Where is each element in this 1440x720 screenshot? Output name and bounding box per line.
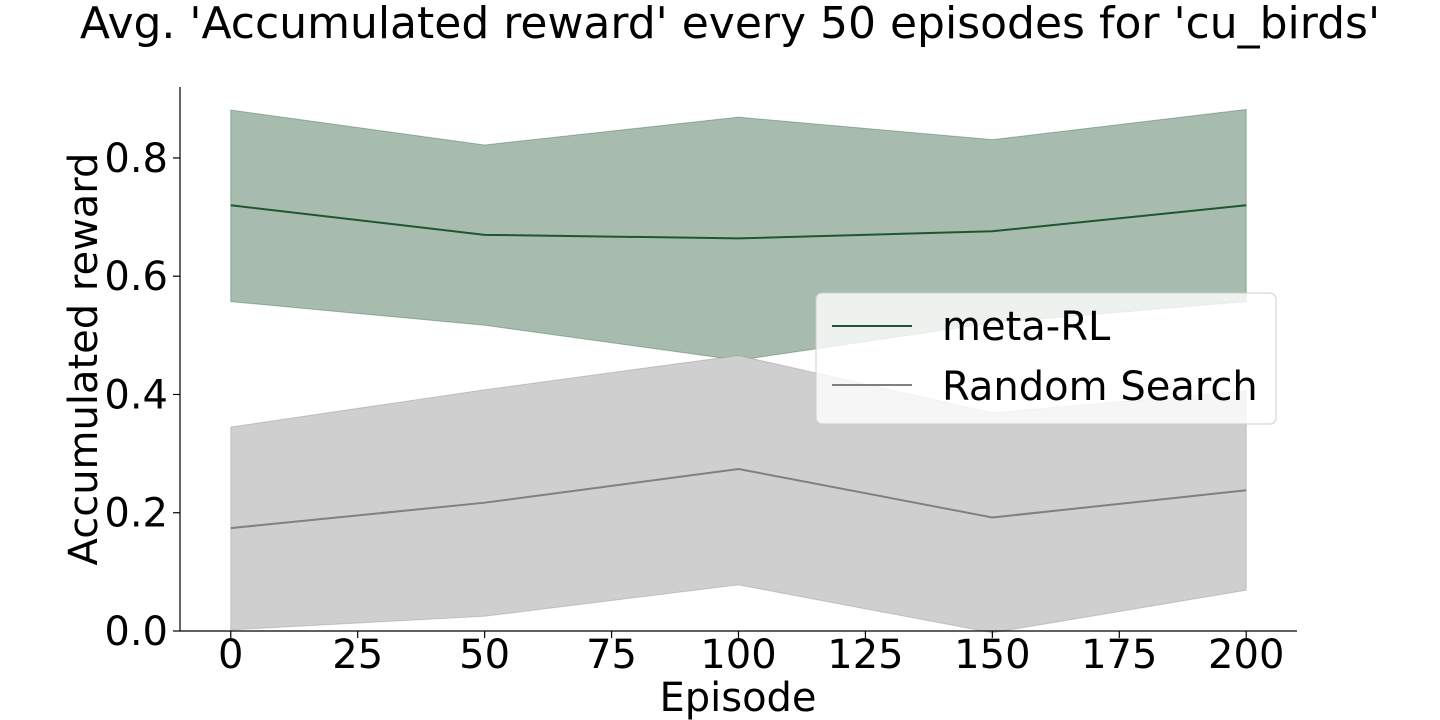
y-tick-label: 0.0	[104, 609, 168, 655]
legend-label-meta-rl: meta-RL	[942, 304, 1111, 350]
band-random-search	[230, 354, 1247, 634]
x-tick-label: 0	[218, 632, 243, 678]
x-ticks: 0 25 50 75 100 125 150 175 200	[218, 631, 1284, 678]
x-tick-label: 200	[1208, 632, 1284, 678]
y-tick-label: 0.6	[104, 254, 168, 300]
x-axis-label: Episode	[659, 675, 816, 720]
x-tick-label: 50	[459, 632, 510, 678]
x-tick-label: 150	[954, 632, 1030, 678]
x-tick-label: 25	[332, 632, 383, 678]
x-tick-label: 75	[586, 632, 637, 678]
legend-label-random-search: Random Search	[942, 364, 1258, 410]
chart-title: Avg. 'Accumulated reward' every 50 episo…	[80, 0, 1380, 49]
legend: meta-RL Random Search	[815, 292, 1277, 425]
legend-frame	[815, 292, 1277, 425]
y-ticks: 0.0 0.2 0.4 0.6 0.8	[104, 136, 180, 655]
lines-layer	[230, 204, 1247, 530]
x-tick-label: 100	[700, 632, 776, 678]
x-tick-label: 175	[1081, 632, 1157, 678]
x-tick-label: 125	[827, 632, 903, 678]
y-tick-label: 0.4	[104, 372, 168, 418]
bands-layer	[230, 108, 1247, 634]
y-axis-label: Accumulated reward	[61, 153, 107, 566]
y-tick-label: 0.8	[104, 136, 168, 182]
y-tick-label: 0.2	[104, 491, 168, 537]
